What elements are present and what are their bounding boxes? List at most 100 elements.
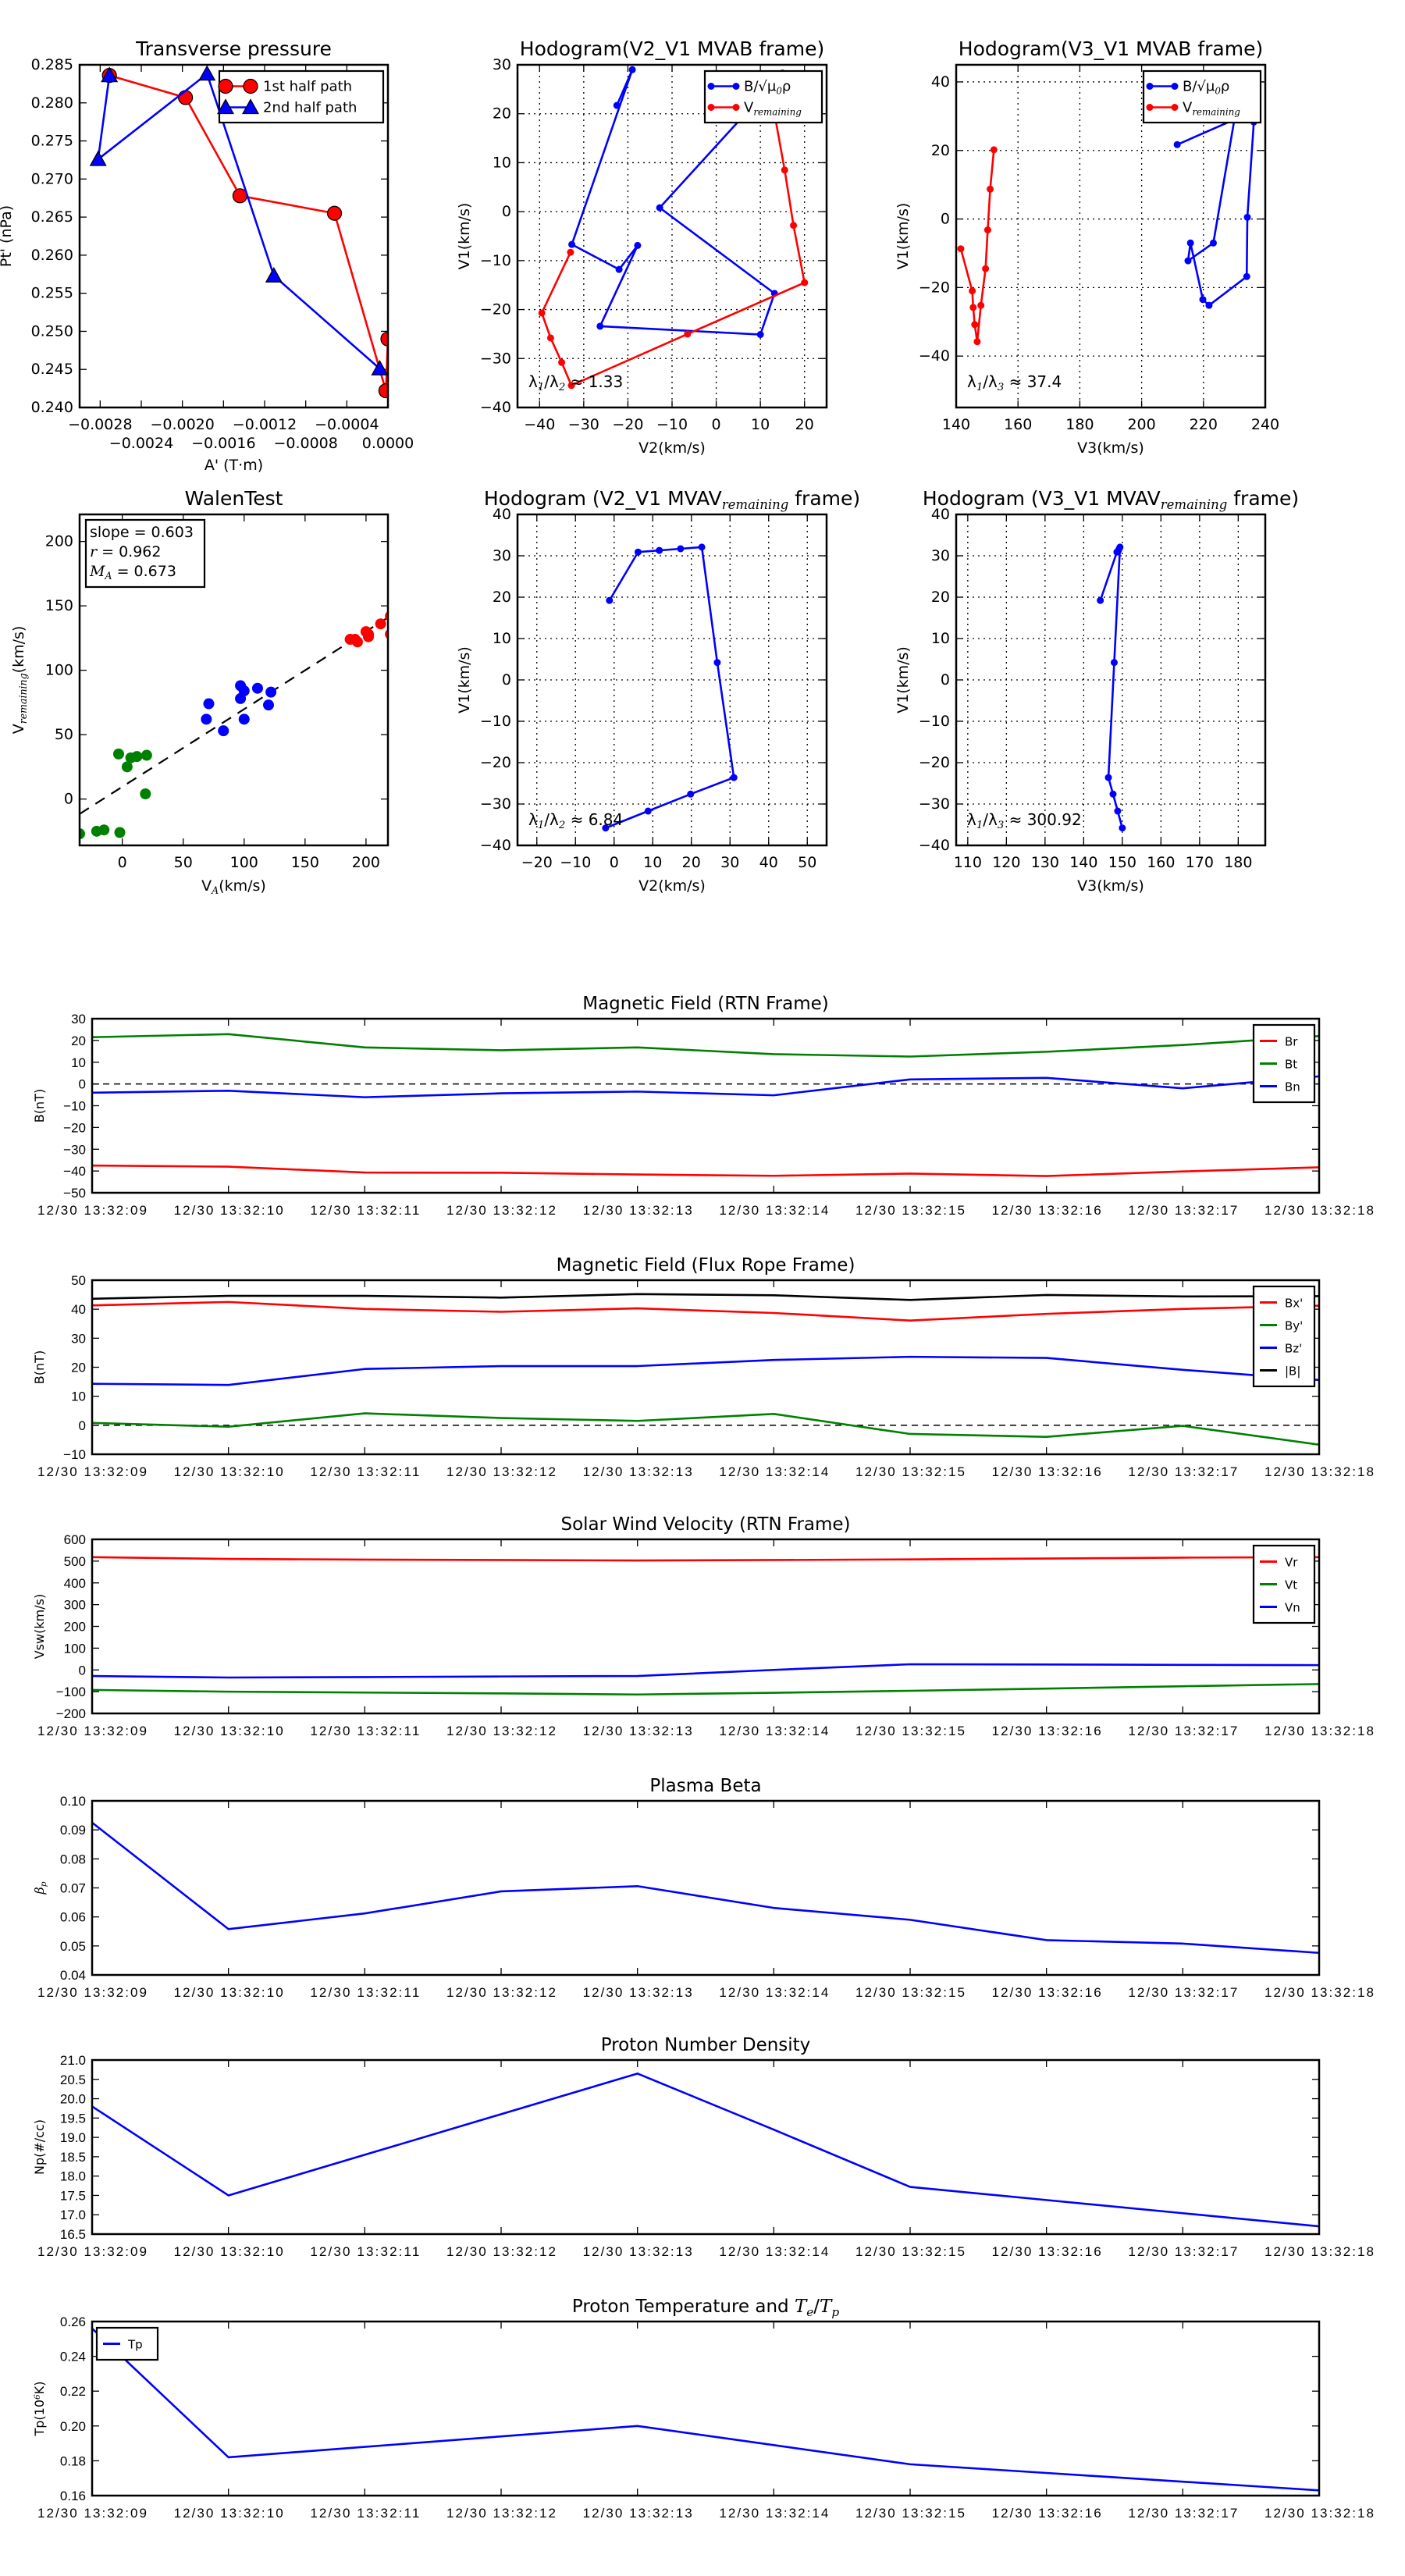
x-tick-label: 10 — [751, 416, 770, 433]
chart-magnetic-field-rtn: Magnetic Field (RTN Frame) 12/30 13:32:09… — [32, 994, 1374, 1218]
y-tick-label: 400 — [64, 1576, 86, 1591]
y-tick-label: 30 — [931, 547, 950, 564]
chart-plasma-beta: Plasma Beta 12/30 13:32:09 12/30 13:32:10 1… — [32, 1776, 1374, 2000]
x-tick-label: 12/30 13:32:11 — [310, 1724, 419, 1738]
chart-title-part: Hodogram (V3_V1 MVAV — [923, 487, 1161, 510]
y-tick-label: 40 — [931, 73, 950, 91]
annotation-eigenvalue-ratio-sub: 1 — [538, 382, 544, 393]
data-point — [101, 66, 119, 83]
data-point — [707, 104, 715, 111]
x-tick-label: 12/30 13:32:12 — [446, 2506, 556, 2521]
data-point — [713, 659, 721, 667]
y-tick-label: 40 — [493, 506, 511, 523]
data-point — [969, 287, 976, 295]
x-tick-label: 0 — [610, 854, 619, 871]
y-axis-label: B(nT) — [32, 1350, 47, 1384]
chart-title-part: / — [813, 2297, 820, 2317]
x-tick-label: 12/30 13:32:15 — [855, 1464, 965, 1479]
x-tick-label: 12/30 13:32:09 — [37, 2244, 147, 2259]
y-tick-label: 0 — [64, 791, 73, 808]
chart-title: WalenTest — [185, 487, 283, 510]
legend-label: Vt — [1285, 1578, 1297, 1592]
data-point — [265, 266, 283, 283]
y-tick-label: 16.5 — [60, 2227, 86, 2242]
data-point — [114, 827, 126, 838]
y-tick-label: 100 — [45, 662, 73, 679]
legend-label-part: μ — [767, 79, 777, 95]
data-point — [98, 824, 110, 836]
y-tick-label: −10 — [63, 1099, 86, 1114]
series-line-bz- — [92, 1355, 1319, 1386]
x-tick-label: 12/30 13:32:11 — [310, 2244, 419, 2259]
legend-label-sub: remaining — [753, 106, 802, 117]
y-tick-label: 0 — [79, 1663, 86, 1678]
data-point — [201, 713, 212, 725]
data-point — [262, 699, 274, 711]
y-tick-label: 0.06 — [60, 1910, 86, 1925]
y-tick-label: −40 — [919, 837, 950, 854]
y-tick-label: 10 — [71, 1055, 86, 1070]
legend-label: B/√μ0ρ — [744, 79, 791, 97]
x-axis-label: VA(km/s) — [201, 877, 266, 896]
data-point — [1146, 104, 1154, 111]
chart-solar-wind-velocity: Solar Wind Velocity (RTN Frame) 12/30 13:… — [32, 1514, 1374, 1738]
x-tick-label: 160 — [1004, 416, 1032, 433]
x-tick-label: 50 — [798, 854, 816, 871]
x-tick-label: 12/30 13:32:10 — [174, 1724, 283, 1738]
series-line-np — [92, 2073, 1319, 2228]
annotation-eigenvalue-ratio-sub: 2 — [558, 382, 565, 393]
data-point — [1209, 239, 1217, 247]
x-tick-label: 20 — [795, 416, 814, 433]
x-tick-label: 12/30 13:32:15 — [855, 1203, 965, 1218]
fit-statistic-part: = 0.962 — [97, 543, 161, 560]
fit-statistic-sub: A — [104, 570, 112, 582]
x-tick-label: 12/30 13:32:11 — [310, 1203, 419, 1218]
x-axis-label: A' (T·m) — [205, 457, 263, 474]
chart-title: Hodogram(V2_V1 MVAB frame) — [520, 37, 824, 60]
data-point — [634, 548, 642, 556]
x-tick-label: 140 — [942, 416, 970, 433]
y-axis-label: B(nT) — [32, 1089, 47, 1123]
y-tick-label: 0.05 — [60, 1939, 86, 1954]
y-axis-label-part: K) — [32, 2382, 47, 2395]
series-line-by- — [92, 1412, 1319, 1446]
chart-proton-number-density: Proton Number Density 12/30 13:32:09 12/30… — [32, 2035, 1374, 2259]
y-tick-label: 30 — [493, 547, 511, 564]
y-axis-label: V1(km/s) — [456, 203, 473, 270]
series-line--b- — [92, 1293, 1319, 1301]
x-axis-label-sub: A — [211, 884, 219, 896]
fit-line — [80, 617, 388, 815]
y-tick-label: 600 — [64, 1532, 86, 1547]
data-point — [363, 631, 375, 642]
y-tick-label: 20 — [493, 589, 511, 606]
data-point — [1119, 824, 1126, 832]
chart-title: Proton Temperature and Te/Tp — [572, 2297, 839, 2319]
y-tick-label: 0.250 — [31, 322, 73, 340]
x-tick-label: 12/30 13:32:13 — [583, 2506, 692, 2521]
x-tick-label: 120 — [992, 854, 1020, 871]
x-tick-label: 12/30 13:32:18 — [1264, 1464, 1374, 1479]
x-tick-label: 30 — [720, 854, 739, 871]
data-point — [375, 618, 386, 630]
y-tick-label: −100 — [56, 1685, 86, 1699]
axes-frame — [91, 1538, 1321, 1715]
y-tick-label: 20 — [931, 142, 950, 159]
fit-statistics-box: slope = 0.603 r = 0.962 MA = 0.673 — [84, 518, 206, 589]
y-axis-label: Np(#/cc) — [32, 2119, 47, 2175]
y-axis-label: V1(km/s) — [895, 646, 912, 713]
fit-statistic-part: r — [90, 543, 98, 560]
data-point — [634, 241, 642, 249]
series-line-0 — [571, 68, 784, 336]
x-tick-label: 12/30 13:32:16 — [992, 2506, 1101, 2521]
legend-label: Bt — [1285, 1058, 1297, 1072]
data-point — [1171, 104, 1179, 111]
series-line-beta — [92, 1821, 1319, 1955]
fit-statistic-part: M — [89, 563, 105, 580]
y-axis-label: Vremaining(km/s) — [10, 626, 29, 735]
data-point — [973, 338, 981, 346]
annotation-eigenvalue-ratio: λ1/λ3 ≈ 37.4 — [967, 372, 1062, 393]
data-point — [1116, 543, 1124, 551]
y-tick-label: 40 — [931, 506, 950, 523]
chart-proton-temperature: Proton Temperature and Te/Tp 12/30 13:32:… — [32, 2297, 1374, 2521]
